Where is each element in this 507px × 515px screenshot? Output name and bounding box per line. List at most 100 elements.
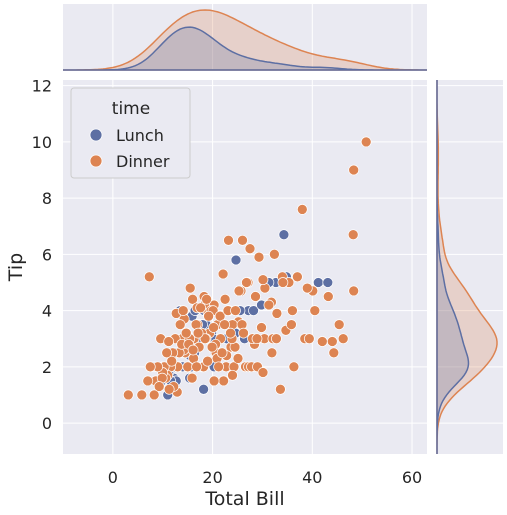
x-tick-label: 60 [402, 468, 422, 487]
right-density-lunch [436, 80, 470, 454]
point-dinner [219, 319, 230, 330]
point-dinner [177, 305, 189, 316]
point-dinner [201, 293, 212, 305]
y-tick-label: 10 [32, 133, 52, 152]
point-dinner [192, 327, 204, 339]
point-dinner [143, 271, 155, 283]
point-dinner [316, 336, 328, 347]
point-dinner [271, 333, 282, 345]
point-dinner [269, 248, 280, 260]
y-tick-label: 0 [42, 414, 52, 433]
point-dinner [225, 327, 236, 339]
point-dinner [182, 361, 194, 373]
y-tick-label: 6 [42, 245, 52, 264]
y-tick-label: 4 [42, 302, 52, 321]
scatter-points [122, 136, 372, 401]
point-dinner [237, 234, 248, 246]
point-dinner [244, 243, 256, 255]
point-dinner [328, 347, 340, 359]
top-density-lunch [63, 26, 427, 71]
point-dinner [360, 136, 372, 148]
point-dinner [348, 164, 360, 176]
point-dinner [163, 336, 175, 347]
point-dinner [256, 322, 267, 333]
point-dinner [202, 355, 213, 367]
point-dinner [217, 268, 229, 280]
point-dinner [208, 322, 219, 333]
point-dinner [250, 291, 261, 302]
x-tick-label: 20 [202, 468, 222, 487]
point-dinner [174, 319, 186, 330]
point-dinner [218, 375, 229, 387]
y-tick-label: 12 [32, 77, 52, 96]
y-tick-label: 8 [42, 189, 52, 208]
top-density-curves [63, 9, 427, 71]
point-dinner [153, 381, 165, 392]
point-dinner [227, 369, 238, 381]
point-dinner [277, 277, 289, 288]
point-dinner [206, 341, 218, 353]
legend-label-lunch: Lunch [116, 126, 164, 145]
point-dinner [263, 299, 275, 311]
point-dinner [309, 305, 321, 316]
point-dinner [333, 319, 345, 330]
point-dinner [161, 347, 173, 359]
point-dinner [288, 361, 300, 373]
point-dinner [251, 333, 263, 345]
point-dinner [122, 389, 134, 401]
legend-title: time [112, 99, 150, 119]
legend-marker-dinner [89, 154, 103, 168]
x-tick-label: 0 [108, 468, 118, 487]
point-dinner [184, 282, 196, 294]
point-dinner [148, 389, 160, 401]
point-dinner [326, 336, 338, 347]
x-axis-label: Total Bill [204, 488, 284, 510]
point-lunch [322, 277, 334, 288]
point-dinner [191, 361, 202, 373]
point-dinner [223, 234, 234, 246]
point-dinner [241, 277, 252, 288]
grid-lines [63, 4, 503, 454]
point-dinner [322, 291, 334, 302]
right-density-curves [436, 80, 498, 454]
legend: time Lunch Dinner [70, 87, 191, 179]
point-dinner [337, 333, 349, 345]
y-axis-label: Tip [5, 253, 27, 282]
point-dinner [287, 305, 298, 316]
point-dinner [348, 285, 360, 297]
y-tick-label: 2 [42, 358, 52, 377]
point-lunch [278, 229, 290, 241]
point-dinner [275, 383, 286, 395]
y-tick-labels: 0 2 4 6 8 10 12 [32, 77, 52, 433]
point-dinner [271, 308, 283, 319]
point-dinner [195, 302, 206, 314]
top-density-dinner [63, 9, 427, 71]
point-dinner [136, 389, 148, 401]
right-density-dinner [436, 80, 498, 454]
point-lunch [198, 383, 209, 395]
point-dinner [216, 347, 228, 359]
point-dinner [230, 305, 241, 316]
point-dinner [166, 355, 178, 367]
point-dinner [203, 310, 214, 322]
point-dinner [187, 344, 199, 356]
legend-marker-lunch [89, 128, 103, 142]
point-dinner [163, 383, 175, 395]
point-dinner [142, 375, 154, 387]
legend-label-dinner: Dinner [116, 152, 170, 171]
point-dinner [213, 361, 224, 373]
point-dinner [292, 271, 303, 283]
legend-box [70, 87, 191, 179]
point-dinner [257, 274, 269, 286]
x-tick-labels: 0 20 40 60 [108, 468, 422, 487]
point-dinner [303, 333, 315, 345]
point-dinner [257, 367, 269, 378]
point-dinner [199, 333, 211, 345]
point-dinner [233, 285, 245, 297]
point-dinner [301, 282, 313, 294]
point-dinner [266, 347, 278, 359]
point-dinner [232, 353, 244, 364]
point-dinner [347, 229, 359, 241]
point-dinner [253, 251, 265, 263]
